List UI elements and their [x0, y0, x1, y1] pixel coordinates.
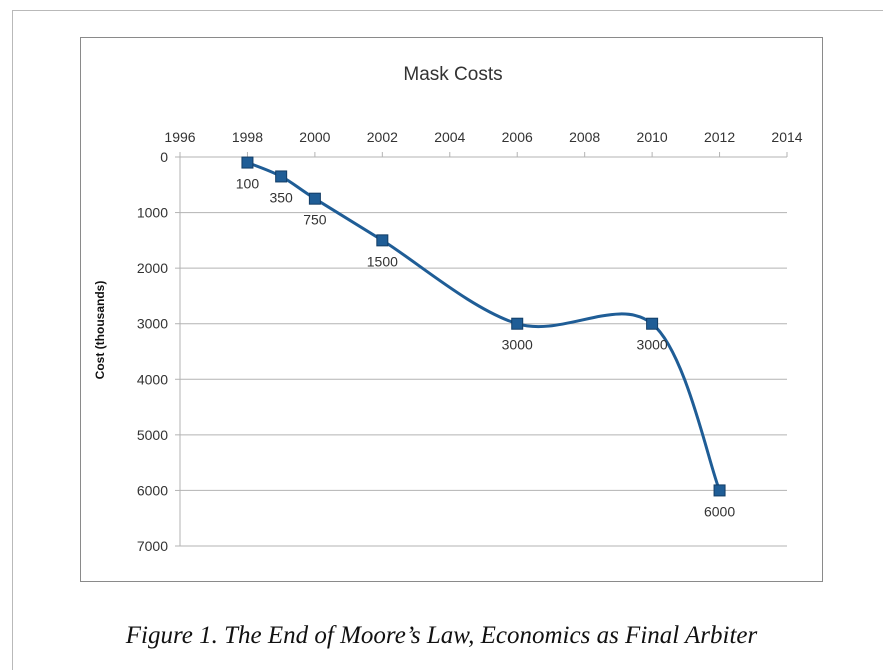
x-tick-label: 1998 [232, 129, 263, 145]
figure-caption: Figure 1. The End of Moore’s Law, Econom… [125, 622, 758, 649]
series-line [246, 161, 721, 491]
chart-container: Mask Costs Cost (thousands) 0 1000 2000 300… [80, 37, 823, 582]
y-tick-label: 2000 [137, 260, 168, 276]
grid-layer [180, 156, 787, 547]
series-layer [241, 156, 726, 497]
data-label: 750 [303, 212, 327, 228]
x-tick-label: 2004 [434, 129, 465, 145]
y-tick-label: 3000 [137, 316, 168, 332]
data-label: 6000 [704, 503, 735, 519]
x-tick-label: 2010 [637, 129, 668, 145]
data-point-marker [646, 317, 659, 330]
x-tick-label: 1996 [164, 129, 195, 145]
y-tick-label: 7000 [137, 538, 168, 554]
x-tick-label: 2008 [569, 129, 600, 145]
data-point-marker [241, 156, 254, 169]
y-axis-label: Cost (thousands) [93, 281, 107, 380]
data-label: 3000 [502, 337, 533, 353]
data-label: 3000 [637, 337, 668, 353]
x-tick-label: 2000 [299, 129, 330, 145]
x-tick-label: 2006 [502, 129, 533, 145]
data-point-marker [376, 234, 389, 247]
data-label: 1500 [367, 253, 398, 269]
data-point-marker [275, 170, 288, 183]
y-tick-label: 6000 [137, 482, 168, 498]
data-label-layer: 100 350 750 1500 3000 3000 6000 [236, 176, 736, 520]
data-point-marker [511, 317, 524, 330]
data-point-marker [308, 192, 321, 205]
chart-svg: Mask Costs Cost (thousands) 0 1000 2000 300… [93, 64, 803, 554]
page-frame [12, 10, 883, 670]
data-label: 350 [269, 189, 293, 205]
y-tick-label: 5000 [137, 427, 168, 443]
y-tick-label: 1000 [137, 205, 168, 221]
axis-layer: 0 1000 2000 3000 4000 5000 6000 7000 1996 1998 200… [137, 129, 803, 554]
x-tick-label: 2014 [771, 129, 802, 145]
data-point-marker [713, 484, 726, 497]
y-tick-label: 0 [160, 149, 168, 165]
y-tick-label: 4000 [137, 371, 168, 387]
x-tick-label: 2002 [367, 129, 398, 145]
x-tick-label: 2012 [704, 129, 735, 145]
chart-title: Mask Costs [403, 64, 502, 85]
data-label: 100 [236, 176, 260, 192]
